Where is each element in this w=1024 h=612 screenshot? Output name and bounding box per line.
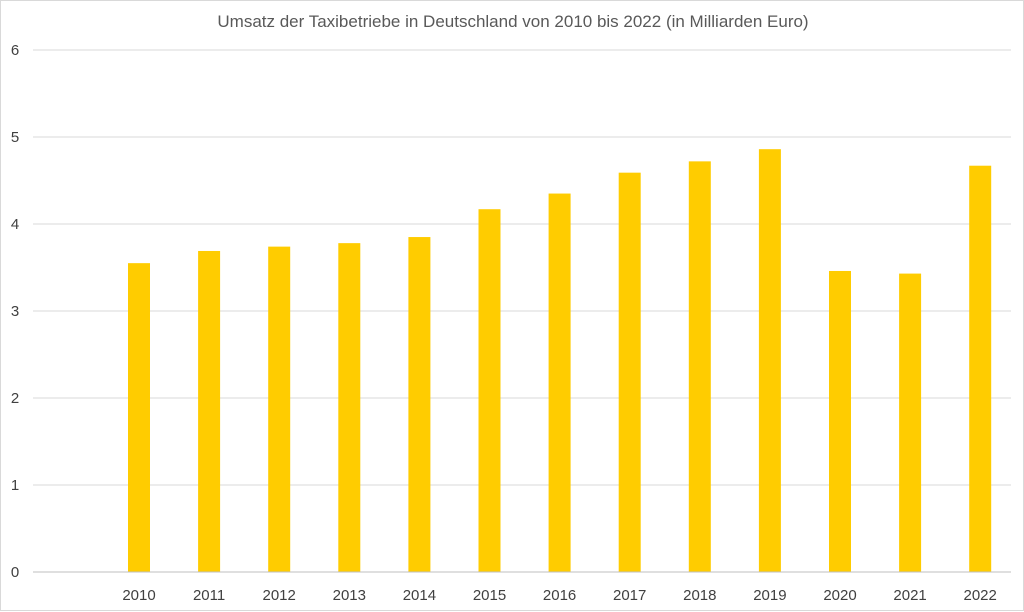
y-tick-label: 3 (11, 303, 19, 320)
x-tick-label: 2010 (122, 587, 155, 604)
gridlines (33, 49, 1011, 486)
bar-2010 (128, 263, 150, 572)
x-tick-label: 2011 (193, 587, 225, 604)
bar-2013 (338, 243, 361, 572)
bar-2014 (408, 237, 431, 573)
x-tick-label: 2015 (473, 587, 506, 604)
x-tick-label: 2022 (964, 587, 997, 604)
y-tick-label: 0 (11, 564, 19, 581)
x-tick-label: 2016 (543, 587, 576, 604)
x-tick-label: 2021 (893, 587, 926, 604)
bar-2016 (548, 193, 571, 573)
y-tick-label: 4 (11, 216, 19, 233)
x-tick-label: 2018 (683, 587, 716, 604)
bar-2021 (899, 273, 922, 572)
x-tick-label: 2019 (753, 587, 786, 604)
y-tick-label: 5 (11, 129, 19, 146)
y-tick-label: 1 (11, 477, 19, 494)
bar-2012 (268, 246, 291, 572)
x-tick-label: 2017 (613, 587, 646, 604)
chart-title: Umsatz der Taxibetriebe in Deutschland v… (217, 12, 808, 31)
y-tick-label: 6 (11, 42, 19, 59)
x-axis-ticks: 2010 2011 2012 2013 2014 2015 2016 2017 2018 2019… (122, 587, 997, 604)
bar-2020 (829, 270, 851, 572)
bar-2011 (198, 250, 221, 572)
y-axis-ticks: 0 1 2 3 4 5 6 (11, 42, 19, 581)
bar-2018 (688, 161, 711, 573)
bar-2019 (758, 149, 781, 572)
bar-2015 (478, 209, 501, 572)
x-tick-label: 2013 (333, 587, 366, 604)
x-tick-label: 2020 (823, 587, 856, 604)
bar-2022 (969, 165, 992, 572)
x-tick-label: 2012 (263, 587, 296, 604)
bars (128, 149, 992, 573)
bar-2017 (618, 172, 641, 573)
x-tick-label: 2014 (403, 587, 436, 604)
y-tick-label: 2 (11, 390, 19, 407)
